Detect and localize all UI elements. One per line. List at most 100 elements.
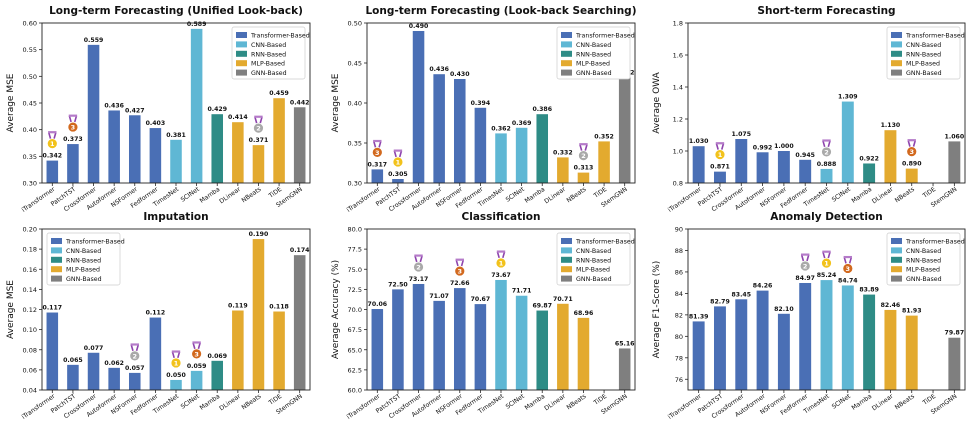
y-tick-label: 0.14 [23,286,37,294]
bar-crossformer [412,31,425,183]
medal-silver-icon: 2 [253,115,264,134]
plot-frame [687,22,966,184]
legend-swatch [561,69,572,76]
data-label: 83.45 [731,291,751,298]
chart-title: Imputation [143,211,208,223]
data-label: 0.118 [269,304,289,311]
chart-panel-5: Classification Average Accuracy (%) 60.0 62… [331,211,636,421]
data-label: 0.414 [228,114,248,121]
bar-stemgnn [293,107,306,183]
data-label: 0.317 [368,161,388,168]
data-label: 0.490 [409,23,429,30]
legend-label: Transformer-Based [65,239,125,246]
medal-rank-1-0: 3 [375,149,380,157]
bar-autoformer [433,74,445,183]
legend-label: Transformer-Based [905,33,965,40]
legend-swatch [891,275,902,282]
bar-autoformer [756,152,769,183]
y-tick-label: 0.50 [348,20,362,28]
medal-bronze-icon: 3 [67,114,79,133]
bar-nbeats [905,315,918,390]
chart-title: Classification [462,211,541,223]
data-label: 1.075 [731,131,751,138]
medal-ribbon [414,255,423,264]
bar-timesnet [820,168,833,183]
medal-ribbon [393,150,403,159]
legend-label: MLP-Based [66,267,100,274]
chart-panel-4: Imputation Average MSE 0.04 0.06 0.08 0.10 0.1… [6,211,311,421]
medal-rank-4-1: 3 [458,268,463,276]
medal-disc [842,263,854,274]
legend-box [46,232,121,286]
data-label: 84.97 [795,275,815,282]
legend-label: GNN-Based [906,276,942,283]
medal-rank-2-1: 2 [824,149,829,157]
y-tick-label: 0.35 [348,140,362,148]
legend-swatch [561,238,572,244]
medal-rank-4-2: 1 [499,260,504,268]
data-label: 0.059 [187,363,207,370]
data-label: 0.305 [388,171,408,178]
bar-nbeats [905,168,918,183]
bar-scinet [841,101,854,183]
y-tick-label: 0.60 [23,20,37,28]
medal-ribbon-top [800,253,810,256]
medal-ribbon-top [907,139,916,142]
data-label: 0.992 [753,144,773,151]
medal-silver-icon: 2 [413,254,424,273]
bar-patchtst [713,171,726,183]
medal-rank-3-2: 3 [194,350,199,358]
bar-nbeats [577,317,590,390]
legend-label: CNN-Based [576,42,611,49]
legend-label: MLP-Based [906,61,940,68]
y-tick-label: 0.8 [673,180,683,188]
bar-nsformer [453,79,466,183]
legend-label: CNN-Based [251,42,286,49]
medal-bronze-icon: 3 [906,139,918,158]
bar-nsformer [128,372,141,390]
chart-title: Anomaly Detection [770,211,882,223]
legend-swatch [561,50,572,57]
bar-timesnet [170,379,182,390]
y-tick-label: 0.45 [348,60,362,68]
bar-itransformer [46,160,59,183]
y-tick-label: 82 [675,311,683,319]
bar-crossformer [735,299,748,390]
legend-box [231,26,306,80]
data-label: 0.442 [290,99,310,106]
plot-frame [366,228,636,391]
legend-swatch [51,238,62,244]
bar-stemgnn [948,337,961,390]
legend-swatch [891,41,902,48]
medal-ribbon-top [496,250,506,253]
medal-disc [170,357,182,369]
x-tick-label: DLinear [543,393,567,413]
medal-ribbon-top [130,343,139,346]
legend-swatch [561,256,572,263]
y-tick-label: 78 [675,354,683,362]
medal-ribbon-top [254,115,263,118]
bar-itransformer [46,312,59,390]
data-label: 82.10 [774,306,794,313]
medal-silver-icon: 2 [799,253,811,272]
y-tick-label: 0.08 [23,346,37,354]
medal-ribbon [171,351,181,360]
x-tick-label: SCINet [180,393,202,411]
legend-label: MLP-Based [906,267,940,274]
x-tick-label: NBeats [894,393,916,411]
y-tick-label: 1.8 [673,20,683,28]
legend-label: RNN-Based [906,257,941,264]
medal-gold-icon: 1 [170,350,182,369]
bar-scinet [515,127,528,183]
data-label: 0.945 [795,152,815,159]
y-tick-label: 0.45 [23,100,37,108]
bar-autoformer [108,367,120,390]
medal-disc [67,121,79,133]
bar-dlinear [884,309,897,390]
data-label: 0.362 [491,125,511,132]
medal-gold-icon: 1 [821,250,832,269]
legend-swatch [236,32,247,38]
legend-swatch [561,275,572,282]
x-tick-label: Mamba [524,186,547,205]
